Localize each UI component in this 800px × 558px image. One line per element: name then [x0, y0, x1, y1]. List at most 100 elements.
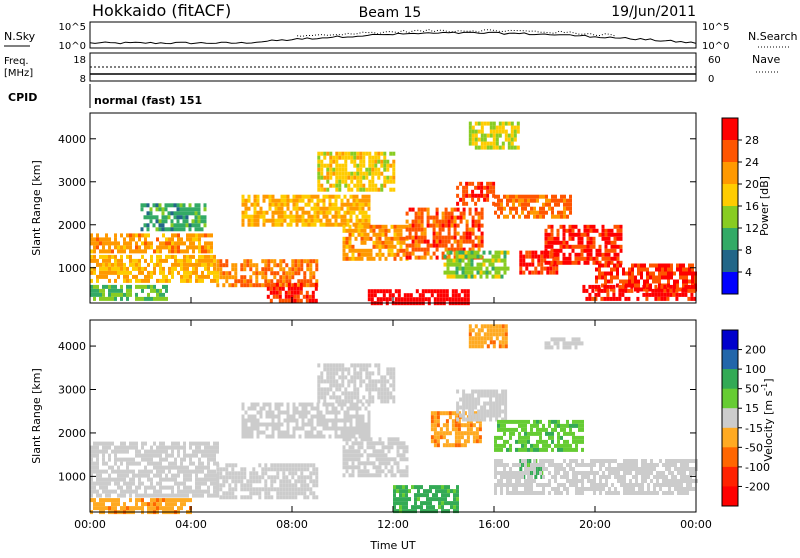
power-cells-cell [608, 237, 611, 241]
power-cells-cell [326, 211, 329, 215]
power-cells-cell [329, 168, 332, 172]
vel-cells-cell [207, 478, 210, 482]
vel-cells-cell [365, 423, 368, 427]
power-cells-cell [96, 233, 99, 237]
vel-cells-cell [207, 450, 210, 454]
vel-cells-cell [368, 411, 371, 415]
power-cells-cell [377, 297, 380, 301]
vel-cells-cell [446, 439, 449, 443]
vel-cells-cell [317, 399, 320, 403]
power-cells-cell [198, 241, 201, 245]
power-cells-cell [684, 289, 687, 293]
power-cells-cell [548, 199, 551, 203]
vel-cells-cell [174, 458, 177, 462]
power-cells-cell [198, 279, 201, 283]
power-cells-cell [444, 263, 447, 267]
vel-cells-cell [240, 471, 243, 475]
power-cells-cell [610, 276, 613, 280]
vel-cells-cell [495, 406, 498, 410]
power-cells-cell [346, 229, 349, 233]
vel-cells-cell [343, 449, 346, 453]
power-cells-cell [242, 211, 245, 215]
vel-cells-cell [620, 483, 623, 487]
power-cells-cell [560, 199, 563, 203]
power-cells-cell [421, 248, 424, 252]
vel-cells-cell [120, 494, 123, 498]
vel-cells-cell [338, 367, 341, 371]
power-cells-cell [126, 293, 129, 297]
power-cells-cell [299, 199, 302, 203]
power-cells-cell [533, 195, 536, 199]
power-cells-cell [394, 229, 397, 233]
vel-cells-cell [644, 459, 647, 463]
power-cells-cell [383, 168, 386, 172]
vel-cells-cell [204, 478, 207, 482]
vel-cells-cell [647, 463, 650, 467]
power-cells-cell [605, 253, 608, 257]
vel-cells-cell [358, 469, 361, 473]
vel-cells-cell [346, 441, 349, 445]
power-cells-cell [288, 287, 291, 291]
power-cells-cell [168, 241, 171, 245]
power-cells-cell [361, 253, 364, 257]
power-cells-cell [392, 160, 395, 164]
power-cells-cell [436, 236, 439, 240]
power-cells-cell [663, 285, 666, 289]
power-cells-cell [663, 297, 666, 301]
vel-cells-cell [285, 495, 288, 499]
vel-cells-cell [111, 450, 114, 454]
power-cells-cell [210, 233, 213, 237]
power-cells-cell [521, 203, 524, 207]
power-cells-cell [285, 299, 288, 303]
vel-cells-cell [554, 475, 557, 479]
vel-cells-cell [183, 466, 186, 470]
vel-cells-cell [294, 463, 297, 467]
power-cells-cell [335, 223, 338, 227]
vel-cells-cell [153, 450, 156, 454]
power-cells-cell [492, 190, 495, 194]
vel-cells-cell [446, 443, 449, 447]
power-cells-cell [525, 255, 528, 259]
vel-cells-cell [614, 487, 617, 491]
vel-cells-cell [437, 431, 440, 435]
power-cells-cell [198, 237, 201, 241]
power-cells-cell [660, 293, 663, 297]
power-cells-cell [279, 263, 282, 267]
power-cells-cell [388, 241, 391, 245]
vel-cells-cell [638, 483, 641, 487]
power-cells-cell [462, 267, 465, 271]
vel-cells-cell [150, 486, 153, 490]
power-cells-cell [174, 233, 177, 237]
power-cells-cell [326, 168, 329, 172]
vel-cells-cell [189, 442, 192, 446]
vel-cells-cell [450, 505, 453, 509]
power-cells-cell [300, 283, 303, 287]
vel-cells-cell [144, 494, 147, 498]
power-cells-cell [144, 285, 147, 289]
power-cells-cell [267, 267, 270, 271]
vel-cells-cell [506, 483, 509, 487]
vel-cells-cell [306, 487, 309, 491]
power-cells-cell [383, 297, 386, 301]
power-cells-cell [144, 267, 147, 271]
power-cells-cell [135, 293, 138, 297]
power-cells-cell [495, 275, 498, 279]
vel-cells-cell [105, 442, 108, 446]
power-cells-cell [300, 299, 303, 303]
power-cells-cell [159, 293, 162, 297]
power-cells-cell [234, 271, 237, 275]
vel-cells-cell [458, 439, 461, 443]
power-cells-cell [117, 259, 120, 263]
vel-cells-cell [530, 463, 533, 467]
vel-cells-cell [332, 383, 335, 387]
vel-cells-cell [231, 471, 234, 475]
power-cells-cell [222, 263, 225, 267]
power-cells-cell [204, 241, 207, 245]
vel-cells-cell [132, 462, 135, 466]
power-cells-cell [198, 211, 201, 215]
power-cells-cell [159, 219, 162, 223]
vel-cells-cell [368, 363, 371, 367]
power-cells-cell [195, 279, 198, 283]
power-cells-cell [359, 168, 362, 172]
power-cells-cell [463, 232, 466, 236]
